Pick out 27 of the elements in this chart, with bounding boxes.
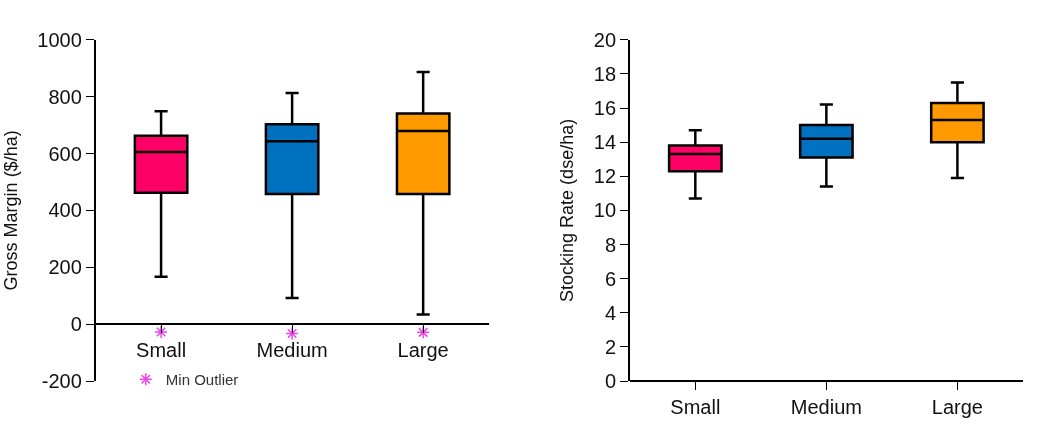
- x-tick-label: Large: [397, 338, 449, 361]
- y-tick-label: 6: [604, 267, 617, 290]
- y-tick-label: 0: [70, 313, 82, 336]
- y-axis-title: Gross Margin ($/ha): [1, 130, 22, 291]
- y-tick-label: 400: [48, 199, 82, 222]
- y-tick-label: 1000: [37, 28, 82, 51]
- y-tick-label: 20: [593, 28, 617, 51]
- y-tick-label: 18: [593, 62, 617, 85]
- y-tick-label: -200: [41, 370, 82, 392]
- x-tick-label: Small: [136, 338, 187, 361]
- y-tick-label: 8: [604, 233, 617, 256]
- y-tick-label: 10: [593, 199, 617, 222]
- x-tick-label: Large: [931, 395, 983, 418]
- y-tick-label: 14: [593, 131, 617, 154]
- x-tick-label: Small: [670, 395, 721, 418]
- legend-label: Min Outlier: [165, 371, 239, 389]
- y-tick-label: 4: [604, 301, 617, 324]
- y-tick-label: 600: [48, 142, 82, 165]
- x-tick-label: Medium: [790, 395, 862, 418]
- y-tick-label: 2: [604, 335, 617, 358]
- y-tick-label: 800: [48, 85, 82, 108]
- y-tick-label: 200: [48, 256, 82, 279]
- y-axis-title: Stocking Rate (dse/ha): [557, 118, 578, 302]
- y-tick-label: 16: [593, 97, 617, 119]
- y-tick-label: 12: [593, 165, 617, 188]
- y-tick-label: 0: [604, 370, 617, 392]
- x-tick-label: Medium: [256, 338, 328, 361]
